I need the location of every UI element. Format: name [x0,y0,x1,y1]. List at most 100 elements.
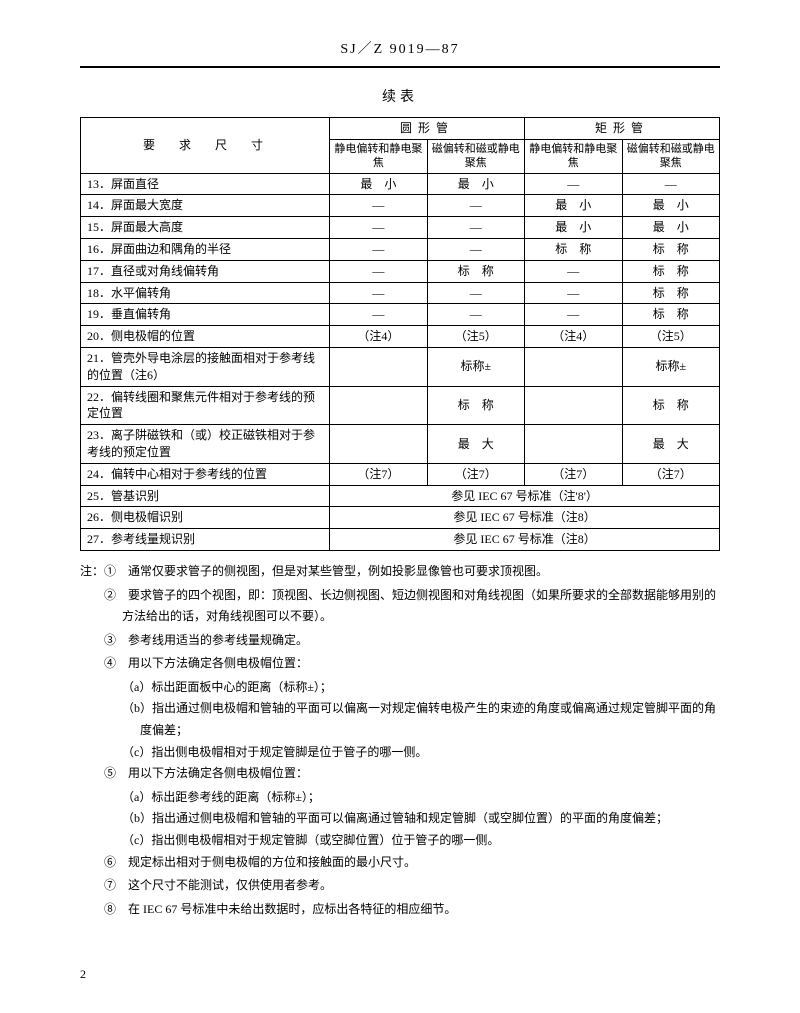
doc-header: SJ／Z 9019—87 [80,40,720,68]
row-merged: 参见 IEC 67 号标准（注8） [330,529,720,551]
row-cell: 标称± [427,347,524,386]
row-cell: （注5） [622,326,720,348]
row-cell: — [427,238,524,260]
note-item: ⑧ 在 IEC 67 号标准中未给出数据时，应标出各特征的相应细节。 [80,899,720,921]
row-desc: 16．屏面曲边和隅角的半径 [81,238,330,260]
note-sub-item: （b）指出通过侧电极帽和管轴的平面可以偏离一对规定偏转电极产生的束迹的角度或偏离… [80,698,720,741]
row-cell: — [427,282,524,304]
row-cell: — [330,304,427,326]
header-sub4: 磁偏转和磁或静电聚焦 [622,139,720,173]
note-item: 注：① 通常仅要求管子的侧视图，但是对某些管型，例如投影显像管也可要求顶视图。 [80,561,720,583]
note-item: ② 要求管子的四个视图，即：顶视图、长边侧视图、短边侧视图和对角线视图（如果所要… [80,585,720,628]
row-cell: 最 小 [622,217,720,239]
table-row: 13．屏面直径最 小最 小—— [81,173,720,195]
table-row: 27．参考线量规识别参见 IEC 67 号标准（注8） [81,529,720,551]
row-cell [525,347,622,386]
row-desc: 27．参考线量规识别 [81,529,330,551]
row-cell: 最 大 [622,425,720,464]
row-cell [525,425,622,464]
row-cell: — [525,304,622,326]
row-cell: 标 称 [427,386,524,425]
table-row: 20．侧电极帽的位置（注4）（注5）（注4）（注5） [81,326,720,348]
table-row: 22．偏转线圈和聚焦元件相对于参考线的预定位置 标 称 标 称 [81,386,720,425]
notes-section: 注：① 通常仅要求管子的侧视图，但是对某些管型，例如投影显像管也可要求顶视图。 … [80,561,720,921]
row-desc: 22．偏转线圈和聚焦元件相对于参考线的预定位置 [81,386,330,425]
header-col-rect: 矩形管 [525,118,720,140]
row-cell: — [525,282,622,304]
row-cell: 最 小 [525,195,622,217]
row-cell: 标 称 [525,238,622,260]
row-cell: — [427,217,524,239]
row-cell: 标 称 [622,260,720,282]
note-item: ⑦ 这个尺寸不能测试，仅供使用者参考。 [80,875,720,897]
row-cell: （注7） [427,463,524,485]
row-cell: 最 小 [525,217,622,239]
row-cell [330,425,427,464]
row-cell: （注4） [525,326,622,348]
row-cell: 标 称 [622,304,720,326]
row-cell: （注4） [330,326,427,348]
table-row: 24．偏转中心相对于参考线的位置（注7）（注7）（注7）（注7） [81,463,720,485]
row-cell: — [330,260,427,282]
row-desc: 17．直径或对角线偏转角 [81,260,330,282]
row-cell [525,386,622,425]
row-cell: — [330,238,427,260]
table-row: 25．管基识别参见 IEC 67 号标准（注'8'） [81,485,720,507]
table-header-row1: 要 求 尺 寸 圆形管 矩形管 [81,118,720,140]
row-desc: 20．侧电极帽的位置 [81,326,330,348]
row-cell: 最 小 [622,195,720,217]
header-sub1: 静电偏转和静电聚焦 [330,139,427,173]
row-cell: — [330,195,427,217]
row-cell: 标 称 [427,260,524,282]
note-item: ⑥ 规定标出相对于侧电极帽的方位和接触面的最小尺寸。 [80,852,720,874]
row-cell: — [427,304,524,326]
row-cell: （注7） [622,463,720,485]
row-desc: 14．屏面最大宽度 [81,195,330,217]
row-desc: 13．屏面直径 [81,173,330,195]
row-desc: 26．侧电极帽识别 [81,507,330,529]
table-subtitle: 续表 [80,88,720,108]
row-cell: — [525,260,622,282]
row-cell: — [330,282,427,304]
table-row: 23．离子阱磁铁和（或）校正磁铁相对于参考线的预定位置 最 大 最 大 [81,425,720,464]
note-sub-item: （a）标出距参考线的距离（标称±）； [80,787,720,809]
note-item: ④ 用以下方法确定各侧电极帽位置： [80,653,720,675]
row-cell: — [622,173,720,195]
row-cell: （注7） [330,463,427,485]
table-row: 14．屏面最大宽度——最 小最 小 [81,195,720,217]
row-cell: 标 称 [622,282,720,304]
row-cell: 最 小 [427,173,524,195]
row-cell: — [330,217,427,239]
row-cell: — [427,195,524,217]
table-row: 19．垂直偏转角———标 称 [81,304,720,326]
header-sub3: 静电偏转和静电聚焦 [525,139,622,173]
note-sub-item: （a）标出距面板中心的距离（标称±）； [80,677,720,699]
row-desc: 15．屏面最大高度 [81,217,330,239]
row-desc: 21．管壳外导电涂层的接触面相对于参考线的位置（注6） [81,347,330,386]
header-col-round: 圆形管 [330,118,525,140]
row-cell: 标称± [622,347,720,386]
note-item: ③ 参考线用适当的参考线量规确定。 [80,630,720,652]
row-cell: （注7） [525,463,622,485]
header-sub2: 磁偏转和磁或静电聚焦 [427,139,524,173]
row-cell [330,386,427,425]
table-row: 15．屏面最大高度——最 小最 小 [81,217,720,239]
row-cell: （注5） [427,326,524,348]
note-sub-item: （c）指出侧电极帽相对于规定管脚（或空脚位置）位于管子的哪一侧。 [80,830,720,852]
note-item: ⑤ 用以下方法确定各侧电极帽位置： [80,763,720,785]
row-cell: 标 称 [622,238,720,260]
row-cell: 标 称 [622,386,720,425]
table-row: 16．屏面曲边和隅角的半径——标 称标 称 [81,238,720,260]
row-merged: 参见 IEC 67 号标准（注8） [330,507,720,529]
row-cell [330,347,427,386]
row-cell: 最 大 [427,425,524,464]
row-cell: 最 小 [330,173,427,195]
row-desc: 19．垂直偏转角 [81,304,330,326]
row-desc: 23．离子阱磁铁和（或）校正磁铁相对于参考线的预定位置 [81,425,330,464]
row-cell: — [525,173,622,195]
note-sub-item: （c）指出侧电极帽相对于规定管脚是位于管子的哪一侧。 [80,742,720,764]
table-row: 18．水平偏转角———标 称 [81,282,720,304]
page-number: 2 [80,966,86,983]
row-desc: 24．偏转中心相对于参考线的位置 [81,463,330,485]
table-row: 21．管壳外导电涂层的接触面相对于参考线的位置（注6） 标称± 标称± [81,347,720,386]
